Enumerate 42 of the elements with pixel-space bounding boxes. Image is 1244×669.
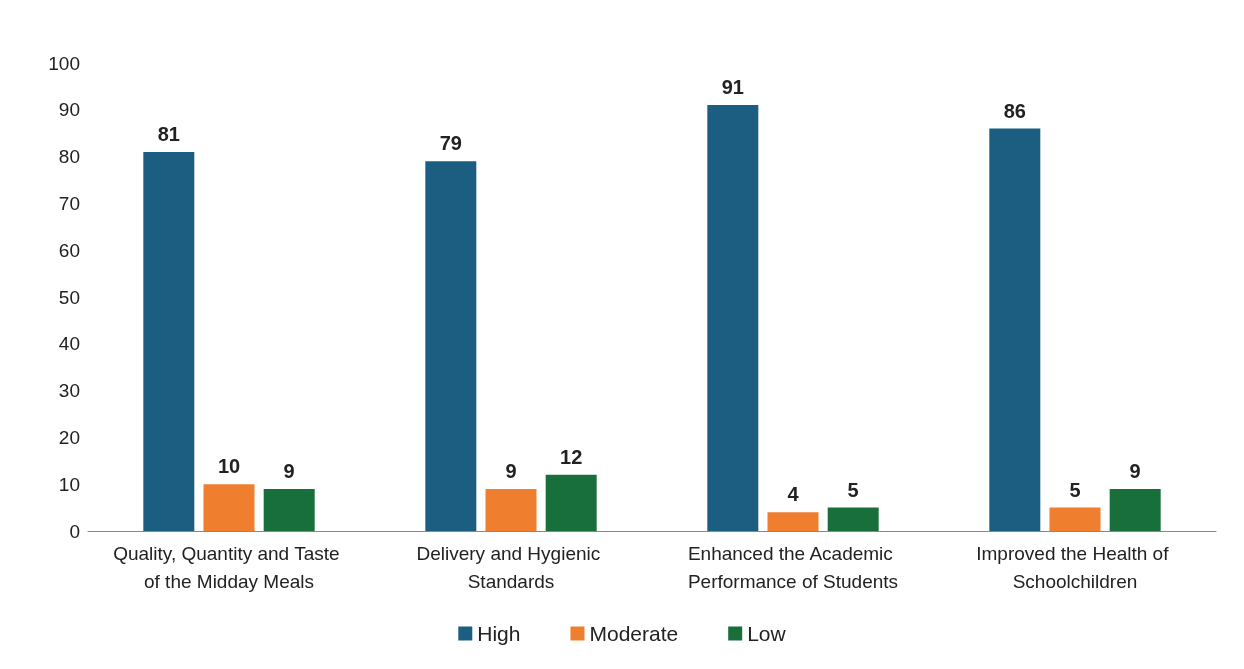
data-label: 9 (505, 459, 517, 482)
bar (827, 507, 879, 531)
y-tick-label: 60 (58, 239, 80, 261)
bar (485, 488, 537, 531)
bar (545, 474, 597, 531)
bar (767, 512, 819, 531)
y-tick-label: 40 (58, 333, 80, 355)
y-tick-label: 10 (58, 473, 80, 495)
data-label: 4 (787, 483, 800, 506)
bar (143, 151, 195, 531)
data-label: 79 (439, 132, 462, 155)
data-label: 9 (283, 459, 295, 482)
bar (1109, 488, 1161, 531)
bar (707, 105, 759, 531)
data-label: 12 (560, 445, 583, 468)
legend-label: Low (747, 622, 787, 645)
legend-label: High (477, 622, 521, 645)
bar (989, 128, 1041, 531)
y-tick-label: 20 (58, 426, 80, 448)
bar (425, 161, 477, 531)
data-label: 86 (1003, 99, 1026, 122)
x-tick-label: Delivery and Hygienic Standards (416, 542, 606, 592)
data-label: 10 (217, 455, 241, 478)
y-tick-label: 50 (58, 286, 80, 308)
bar (203, 484, 255, 531)
x-tick-label: Improved the Health of Schoolchildren (976, 542, 1174, 592)
y-tick-label: 0 (69, 520, 80, 542)
data-label: 5 (1069, 478, 1081, 501)
data-label: 5 (847, 478, 859, 501)
data-label: 91 (721, 76, 744, 99)
legend-label: Moderate (589, 622, 679, 645)
y-tick-label: 100 (48, 52, 80, 74)
data-label: 81 (157, 122, 180, 145)
bar (1049, 507, 1101, 531)
y-tick-label: 30 (58, 380, 80, 402)
x-tick-label: Quality, Quantity and Taste of the Midday Meals (113, 542, 345, 592)
data-label: 9 (1129, 459, 1141, 482)
x-tick-label: Enhanced the Academic Performance of Students (687, 542, 899, 592)
y-tick-label: 80 (58, 146, 80, 168)
y-tick-label: 70 (58, 192, 80, 214)
bar (263, 488, 315, 531)
y-tick-label: 90 (58, 99, 80, 121)
